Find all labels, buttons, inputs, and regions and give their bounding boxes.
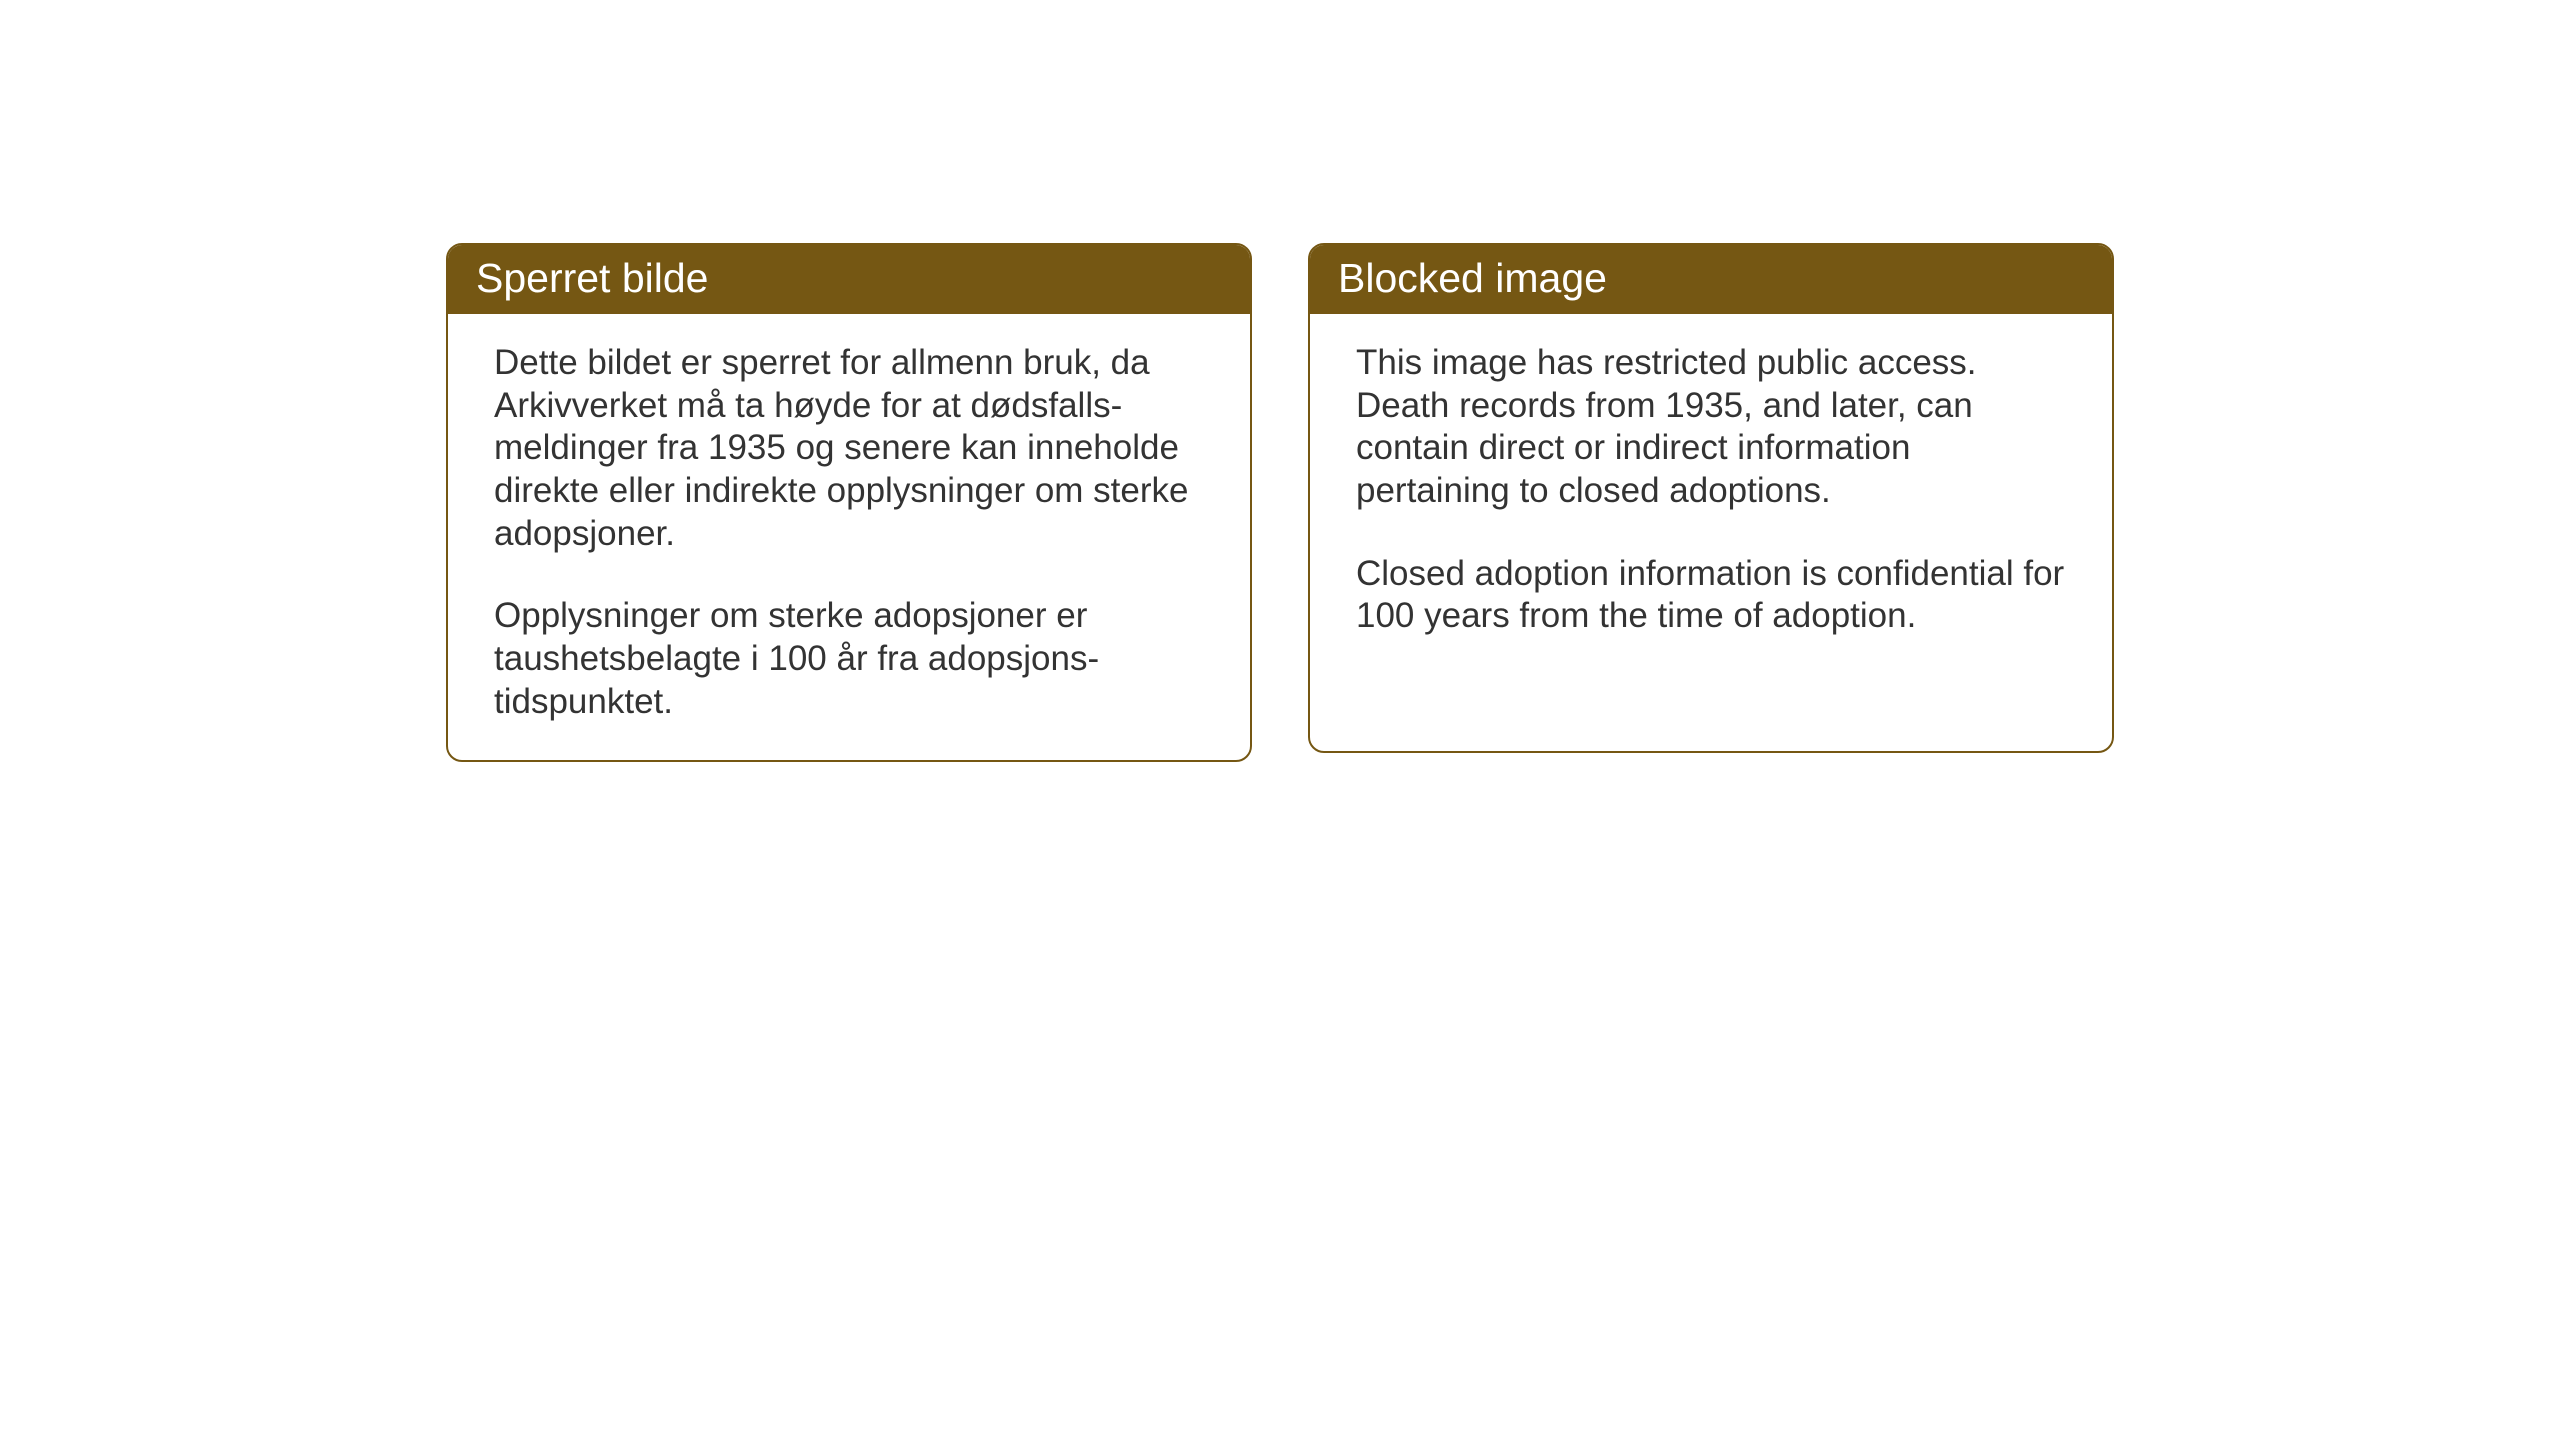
card-paragraph-norwegian-1: Dette bildet er sperret for allmenn bruk… bbox=[494, 342, 1204, 555]
card-paragraph-english-2: Closed adoption information is confident… bbox=[1356, 553, 2066, 638]
card-body-norwegian: Dette bildet er sperret for allmenn bruk… bbox=[448, 314, 1250, 760]
card-paragraph-english-1: This image has restricted public access.… bbox=[1356, 342, 2066, 513]
card-title-english: Blocked image bbox=[1338, 255, 1607, 301]
card-title-norwegian: Sperret bilde bbox=[476, 255, 708, 301]
notice-cards-container: Sperret bilde Dette bildet er sperret fo… bbox=[446, 243, 2114, 762]
card-body-english: This image has restricted public access.… bbox=[1310, 314, 2112, 674]
card-paragraph-norwegian-2: Opplysninger om sterke adopsjoner er tau… bbox=[494, 595, 1204, 723]
card-header-norwegian: Sperret bilde bbox=[448, 245, 1250, 314]
notice-card-english: Blocked image This image has restricted … bbox=[1308, 243, 2114, 753]
card-header-english: Blocked image bbox=[1310, 245, 2112, 314]
notice-card-norwegian: Sperret bilde Dette bildet er sperret fo… bbox=[446, 243, 1252, 762]
